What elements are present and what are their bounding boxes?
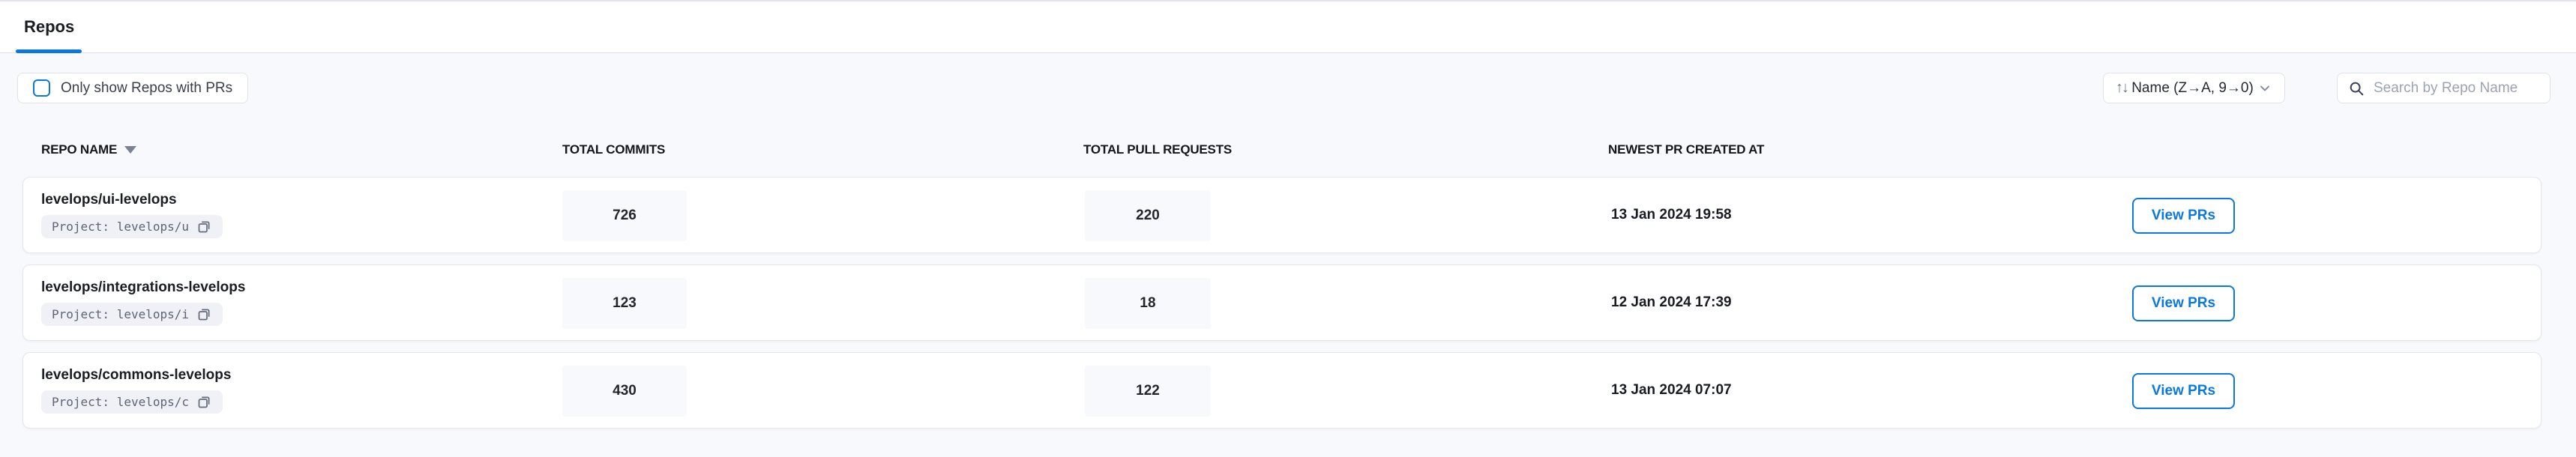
project-chip: Project: levelops/c (41, 390, 223, 414)
table-row: levelops/ui-levelops Project: levelops/u… (22, 177, 2542, 253)
repo-table-body: levelops/ui-levelops Project: levelops/u… (22, 177, 2542, 429)
chevron-down-icon (2257, 81, 2272, 96)
project-chip: Project: levelops/u (41, 215, 223, 238)
newest-pr-date: 12 Jan 2024 17:39 (1611, 294, 1732, 310)
column-header-total-commits: TOTAL COMMITS (562, 142, 666, 157)
newest-pr-date: 13 Jan 2024 07:07 (1611, 382, 1732, 398)
only-show-repos-with-prs-checkbox[interactable] (33, 79, 50, 97)
repo-cell: levelops/ui-levelops Project: levelops/u (41, 178, 223, 252)
project-chip-label: Project: levelops/c (52, 395, 190, 409)
copy-icon[interactable] (196, 306, 212, 322)
sort-arrows-icon: ↑↓ (2116, 79, 2129, 96)
repo-cell: levelops/integrations-levelops Project: … (41, 265, 245, 340)
table-row: levelops/commons-levelops Project: level… (22, 352, 2542, 429)
total-commits-value: 726 (562, 190, 687, 241)
active-tab-underline (16, 49, 82, 53)
column-header-newest-pr-created-at: NEWEST PR CREATED AT (1608, 142, 1765, 157)
sort-dropdown[interactable]: ↑↓ Name (Z→A, 9→0) (2103, 73, 2285, 103)
table-row: levelops/integrations-levelops Project: … (22, 264, 2542, 341)
total-commits-value: 430 (562, 366, 687, 417)
sort-caret-icon (124, 146, 137, 154)
project-chip-label: Project: levelops/i (52, 307, 190, 321)
total-pull-requests-value: 18 (1085, 278, 1211, 329)
copy-icon[interactable] (196, 394, 212, 410)
column-header-total-pull-requests: TOTAL PULL REQUESTS (1083, 142, 1233, 157)
repo-search (2337, 73, 2551, 103)
total-pull-requests-value: 122 (1085, 366, 1211, 417)
search-icon (2348, 80, 2365, 97)
repo-name: levelops/integrations-levelops (41, 279, 246, 295)
column-header-repo-name[interactable]: REPO NAME (41, 142, 137, 157)
tab-bar: Repos (0, 0, 2576, 53)
table-header: REPO NAME TOTAL COMMITS TOTAL PULL REQUE… (0, 142, 2576, 168)
filter-checkbox-label: Only show Repos with PRs (61, 79, 233, 96)
repo-name: levelops/commons-levelops (41, 367, 232, 383)
tab-repos[interactable]: Repos (16, 1, 82, 53)
repo-name: levelops/ui-levelops (41, 192, 177, 208)
newest-pr-date: 13 Jan 2024 19:58 (1611, 207, 1732, 223)
repo-cell: levelops/commons-levelops Project: level… (41, 353, 231, 428)
only-show-repos-with-prs-filter[interactable]: Only show Repos with PRs (17, 73, 249, 103)
view-prs-button[interactable]: View PRs (2132, 373, 2235, 409)
total-commits-value: 123 (562, 278, 687, 329)
sort-dropdown-value: Name (Z→A, 9→0) (2131, 79, 2254, 96)
tab-repos-label: Repos (24, 17, 75, 36)
project-chip: Project: levelops/i (41, 303, 223, 326)
view-prs-button[interactable]: View PRs (2132, 285, 2235, 321)
copy-icon[interactable] (196, 219, 212, 234)
total-pull-requests-value: 220 (1085, 190, 1211, 241)
search-input[interactable] (2374, 79, 2539, 97)
project-chip-label: Project: levelops/u (52, 220, 190, 234)
view-prs-button[interactable]: View PRs (2132, 198, 2235, 234)
